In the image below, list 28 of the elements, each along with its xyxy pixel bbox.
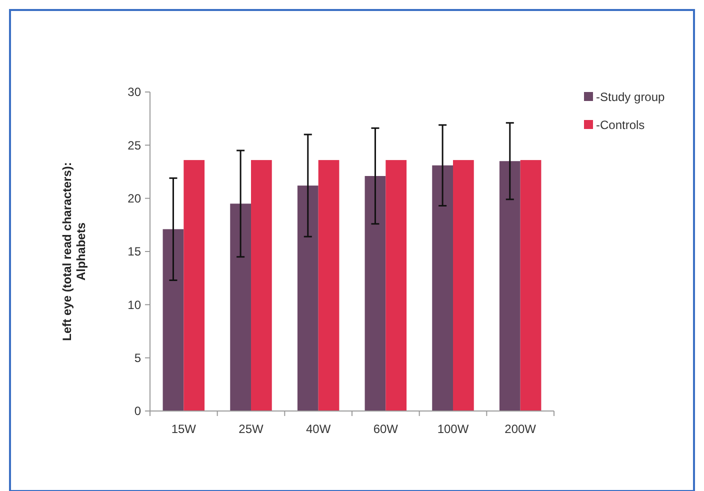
legend-label: -Controls bbox=[596, 118, 645, 132]
x-tick-label: 200W bbox=[504, 422, 537, 436]
bar bbox=[386, 160, 407, 411]
bar bbox=[364, 176, 386, 411]
y-tick-label: 20 bbox=[128, 192, 142, 206]
x-tick-label: 25W bbox=[238, 422, 264, 436]
bar bbox=[453, 160, 474, 411]
bar bbox=[318, 160, 340, 411]
bar bbox=[251, 160, 272, 411]
bar bbox=[499, 161, 520, 411]
x-tick-label: 15W bbox=[171, 422, 197, 436]
y-tick-label: 0 bbox=[134, 404, 142, 418]
y-tick-label: 10 bbox=[128, 298, 142, 312]
y-tick-label: 15 bbox=[128, 244, 142, 259]
y-tick-label: 25 bbox=[128, 138, 142, 152]
legend-label: -Study group bbox=[596, 90, 666, 104]
y-tick-label: 5 bbox=[134, 351, 142, 366]
bar bbox=[520, 160, 542, 411]
bar bbox=[184, 160, 205, 411]
y-axis-title: Left eye (total read characters): Alphabets bbox=[60, 162, 88, 341]
bar bbox=[230, 204, 251, 411]
bar bbox=[432, 165, 453, 411]
bar bbox=[297, 186, 318, 411]
x-tick-label: 60W bbox=[373, 422, 399, 436]
y-tick-label: 30 bbox=[128, 85, 142, 100]
x-tick-label: 40W bbox=[306, 422, 332, 436]
x-tick-label: 100W bbox=[437, 422, 470, 436]
bar bbox=[162, 229, 184, 411]
